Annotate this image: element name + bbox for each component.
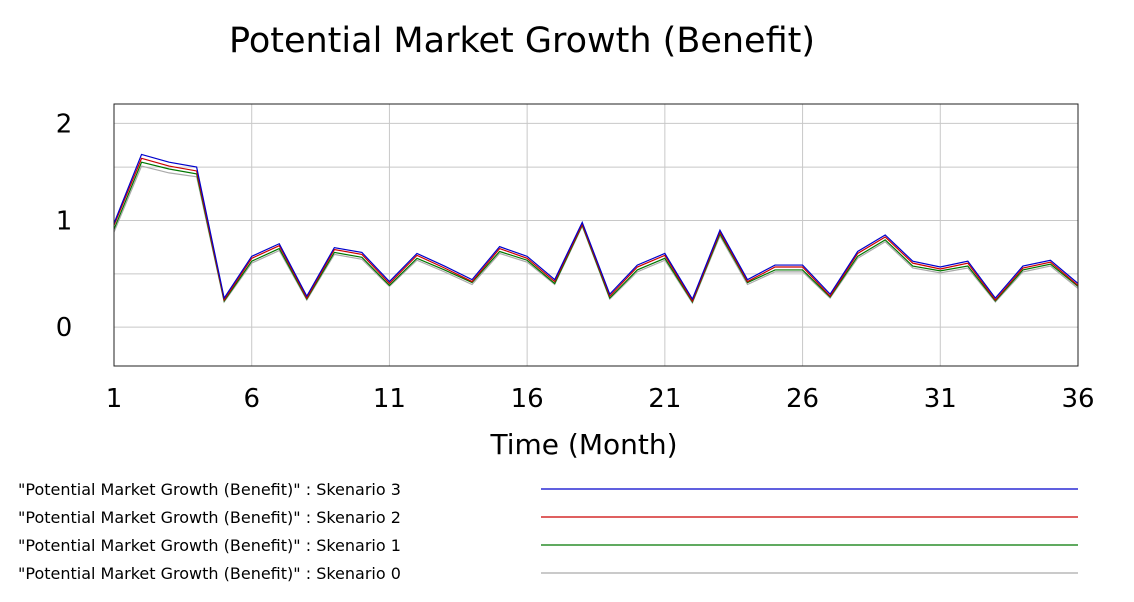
chart-title: Potential Market Growth (Benefit)	[229, 21, 815, 61]
y-axis-ticks: 0 1 2	[56, 109, 73, 343]
series-line	[113, 153, 1079, 301]
legend-item: "Potential Market Growth (Benefit)" : Sk…	[18, 508, 1078, 527]
x-tick-label: 16	[511, 384, 544, 414]
x-axis-label: Time (Month)	[489, 428, 677, 461]
x-tick-label: 6	[243, 384, 260, 414]
y-tick-label: 0	[56, 313, 73, 343]
x-tick-label: 36	[1061, 384, 1094, 414]
grid-lines	[113, 104, 1079, 366]
series-line	[113, 161, 1079, 304]
legend-item: "Potential Market Growth (Benefit)" : Sk…	[18, 536, 1078, 555]
legend-label: "Potential Market Growth (Benefit)" : Sk…	[18, 480, 401, 499]
x-tick-label: 1	[106, 384, 123, 414]
series-lines	[113, 153, 1079, 305]
legend-label: "Potential Market Growth (Benefit)" : Sk…	[18, 508, 401, 527]
y-tick-label: 2	[56, 109, 73, 139]
y-tick-label: 1	[56, 206, 73, 236]
legend-item: "Potential Market Growth (Benefit)" : Sk…	[18, 564, 1078, 583]
series-line	[113, 157, 1079, 303]
x-tick-label: 26	[786, 384, 819, 414]
x-tick-label: 31	[924, 384, 957, 414]
legend-label: "Potential Market Growth (Benefit)" : Sk…	[18, 536, 401, 555]
legend-item: "Potential Market Growth (Benefit)" : Sk…	[18, 480, 1078, 499]
legend-label: "Potential Market Growth (Benefit)" : Sk…	[18, 564, 401, 583]
series-line	[113, 165, 1079, 305]
x-axis-ticks: 1 6 11 16 21 26 31 36	[106, 384, 1095, 414]
x-tick-label: 21	[648, 384, 681, 414]
x-tick-label: 11	[373, 384, 406, 414]
legend: "Potential Market Growth (Benefit)" : Sk…	[18, 480, 1078, 583]
plot-area-frame	[113, 103, 1079, 367]
